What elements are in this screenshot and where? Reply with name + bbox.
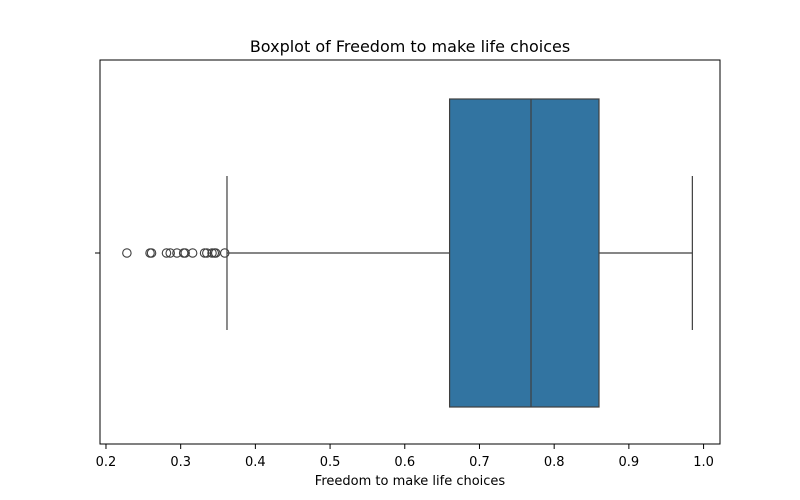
x-tick-label: 0.9: [619, 455, 640, 470]
x-tick-label: 0.8: [544, 455, 565, 470]
x-tick-label: 0.6: [394, 455, 415, 470]
outlier-point: [122, 248, 132, 258]
outlier-point: [211, 248, 221, 258]
outlier-point: [180, 248, 190, 258]
outlier-point: [207, 248, 217, 258]
x-axis-label: Freedom to make life choices: [315, 474, 506, 489]
plot-area: [122, 98, 693, 408]
outlier-point: [187, 248, 198, 258]
outlier-point: [146, 248, 157, 258]
outlier-point: [219, 248, 230, 258]
iqr-box: [448, 98, 600, 408]
outlier-point: [161, 248, 172, 258]
chart-title: Boxplot of Freedom to make life choices: [250, 37, 570, 56]
outlier-point: [199, 248, 210, 258]
x-axis: 0.2 0.3 0.4 0.5 0.6 0.7 0.8 0.9 1.0: [96, 444, 714, 470]
outlier-point: [202, 248, 212, 258]
x-tick-label: 0.7: [469, 455, 490, 470]
plot-frame: [99, 59, 721, 445]
x-tick-label: 0.3: [170, 455, 191, 470]
x-tick-label: 0.2: [96, 455, 117, 470]
x-tick-label: 0.5: [320, 455, 341, 470]
x-tick-label: 1.0: [693, 455, 714, 470]
outlier-point: [165, 248, 175, 258]
x-tick-label: 0.4: [245, 455, 266, 470]
